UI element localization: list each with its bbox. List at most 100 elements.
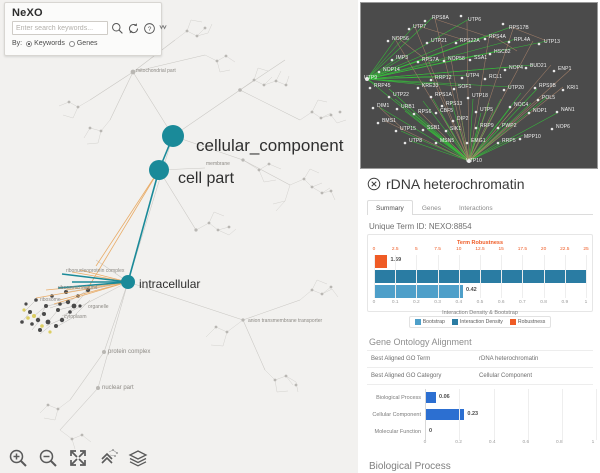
gene-label-rps6[interactable]: RPS6	[418, 109, 432, 115]
fit-screen-icon[interactable]	[68, 448, 88, 468]
gene-label-dip2[interactable]: DIP2	[457, 116, 469, 122]
legend-swatch-robustness	[509, 319, 516, 325]
gene-label-rrp12[interactable]: RRP12	[435, 75, 452, 81]
gene-label-nop56[interactable]: NOP56	[392, 36, 409, 42]
go-grid-line	[459, 389, 461, 440]
gene-label-rrp5[interactable]: RRP5	[502, 138, 516, 144]
gene-label-nop1[interactable]: NOP1	[533, 108, 548, 114]
gene-label-rrp45[interactable]: RRP45	[374, 83, 391, 89]
gene-label-utp6[interactable]: UTP6	[468, 17, 482, 23]
search-input[interactable]	[12, 21, 108, 35]
collapse-icon[interactable]	[98, 448, 118, 468]
radio-genes-dot[interactable]	[68, 40, 75, 47]
help-icon[interactable]: ?	[143, 22, 156, 35]
gene-label-rps13[interactable]: RPS13	[446, 101, 463, 107]
gene-label-utp5[interactable]: UTP5	[480, 107, 494, 113]
gene-label-ssb1[interactable]: SSB1	[427, 125, 441, 131]
tab-summary[interactable]: Summary	[367, 200, 413, 215]
gene-label-pwp2[interactable]: PWP2	[502, 123, 517, 129]
tab-genes[interactable]: Genes	[421, 205, 441, 212]
gene-label-rps4a[interactable]: RPS4A	[489, 34, 506, 40]
grid-line	[501, 255, 503, 298]
gene-label-msn5[interactable]: MSN5	[440, 138, 455, 144]
chevron-expand-icon[interactable]	[159, 22, 167, 35]
axis-tick-label: 0.1	[391, 300, 399, 305]
gene-label-emg1[interactable]: EMG1	[471, 138, 486, 144]
gene-label-kri1[interactable]: KRI1	[567, 85, 579, 91]
tab-interactions[interactable]: Interactions	[458, 205, 493, 212]
gene-label-utp8[interactable]: UTP8	[409, 138, 423, 144]
gene-label-rps17b[interactable]: RPS17B	[509, 25, 529, 31]
axis-tick-label: 25	[583, 247, 589, 252]
node-label-mitochondrial-part: mitochondrial part	[136, 68, 176, 74]
gene-label-utp7[interactable]: UTP7	[413, 24, 427, 30]
gene-label-nop6[interactable]: NOP6	[556, 124, 571, 130]
radio-genes[interactable]: Genes	[68, 40, 97, 47]
gene-label-rcl1[interactable]: RCL1	[489, 74, 503, 80]
gene-label-utp10[interactable]: UTP10	[466, 158, 483, 164]
gene-label-dim1[interactable]: DIM1	[377, 103, 390, 109]
grid-line	[564, 255, 566, 298]
gene-label-hsc82[interactable]: HSC82	[494, 49, 511, 55]
gene-label-rps8a[interactable]: RPS8A	[432, 15, 449, 21]
gene-label-nop4[interactable]: NOP4	[509, 65, 524, 71]
gene-label-nan1[interactable]: NAN1	[561, 107, 575, 113]
gene-network-canvas[interactable]	[361, 3, 598, 169]
gene-label-pol5[interactable]: POL5	[542, 95, 556, 101]
gene-label-nop58[interactable]: NOP58	[448, 56, 465, 62]
gene-label-utp18[interactable]: UTP18	[472, 93, 489, 99]
search-icon[interactable]	[111, 22, 124, 35]
gene-label-noc4[interactable]: NOC4	[514, 102, 529, 108]
gene-label-mpp10[interactable]: MPP10	[524, 134, 541, 140]
node-cell-part[interactable]	[149, 160, 169, 180]
detail-tabs[interactable]: Summary Genes Interactions	[367, 199, 593, 215]
gene-label-utp4[interactable]: UTP4	[466, 73, 480, 79]
gene-label-urb1[interactable]: URB1	[401, 104, 415, 110]
gene-label-imp3[interactable]: IMP3	[396, 55, 409, 61]
axis-tick-label: 0.2	[413, 300, 420, 305]
ontology-tree-panel[interactable]: cellular_component cell part intracellul…	[0, 0, 358, 473]
search-panel[interactable]: NeXO	[4, 2, 167, 56]
zoom-in-icon[interactable]	[8, 448, 28, 468]
gene-label-utp15[interactable]: UTP15	[400, 126, 417, 132]
layers-icon[interactable]	[128, 448, 148, 468]
term-detail-panel[interactable]: rDNA heterochromatin Summary Genes Inter…	[360, 170, 600, 473]
close-circle-icon[interactable]	[367, 177, 381, 191]
gene-label-utp20[interactable]: UTP20	[508, 85, 525, 91]
gene-label-kre33[interactable]: KRE33	[422, 83, 439, 89]
gene-label-ssa1[interactable]: SSA1	[474, 55, 488, 61]
ontology-network-canvas[interactable]	[0, 0, 358, 473]
gene-label-rps1a[interactable]: RPS1A	[435, 92, 452, 98]
gene-label-sof1[interactable]: SOF1	[458, 84, 472, 90]
radio-keywords-label: Keywords	[34, 40, 65, 47]
gene-label-rps22a[interactable]: RPS22A	[460, 38, 480, 44]
gene-label-cbf5[interactable]: CBF5	[440, 108, 454, 114]
gene-label-utp21[interactable]: UTP21	[431, 38, 448, 44]
gene-label-utp9[interactable]: UTP9	[364, 75, 378, 81]
radio-keywords-dot[interactable]	[26, 40, 33, 47]
node-label-cytoplasm: cytoplasm	[64, 314, 87, 320]
gene-label-rps9b[interactable]: RPS9B	[539, 83, 556, 89]
gene-interaction-network[interactable]: UTP9 RPS8A UTP6 UTP7 RPS17B NOP56 UTP21 RPS22A R…	[360, 2, 598, 169]
node-cellular-component[interactable]	[162, 125, 184, 147]
go-plot-biological-process: 0.06	[425, 389, 593, 406]
table-row: Best Aligned GO Term rDNA heterochromati…	[367, 351, 593, 368]
node-label-ribonucleoprotein-complex: ribonucleoprotein complex	[66, 268, 125, 274]
gene-label-utp22[interactable]: UTP22	[393, 92, 410, 98]
gene-label-bud21[interactable]: BUD21	[530, 63, 547, 69]
gene-label-rrp9[interactable]: RRP9	[480, 123, 494, 129]
node-intracellular[interactable]	[121, 275, 135, 289]
go-chart-axis: 0 0.2 0.4 0.6 0.8 1	[424, 440, 595, 449]
gene-label-enp1[interactable]: ENP1	[558, 66, 572, 72]
axis-tick-label: 15	[498, 247, 504, 252]
gene-label-bms1[interactable]: BMS1	[382, 118, 397, 124]
gene-label-rpl4a[interactable]: RPL4A	[514, 37, 531, 43]
gene-label-rps7a[interactable]: RPS7A	[422, 57, 439, 63]
zoom-out-icon[interactable]	[38, 448, 58, 468]
radio-keywords[interactable]: Keywords	[26, 40, 65, 47]
gene-label-nop14[interactable]: NOP14	[383, 67, 400, 73]
gene-label-utp13[interactable]: UTP13	[544, 39, 561, 45]
reset-icon[interactable]	[127, 22, 140, 35]
gene-label-sik1[interactable]: SIK1	[450, 126, 462, 132]
ontology-toolbar[interactable]	[0, 443, 358, 473]
